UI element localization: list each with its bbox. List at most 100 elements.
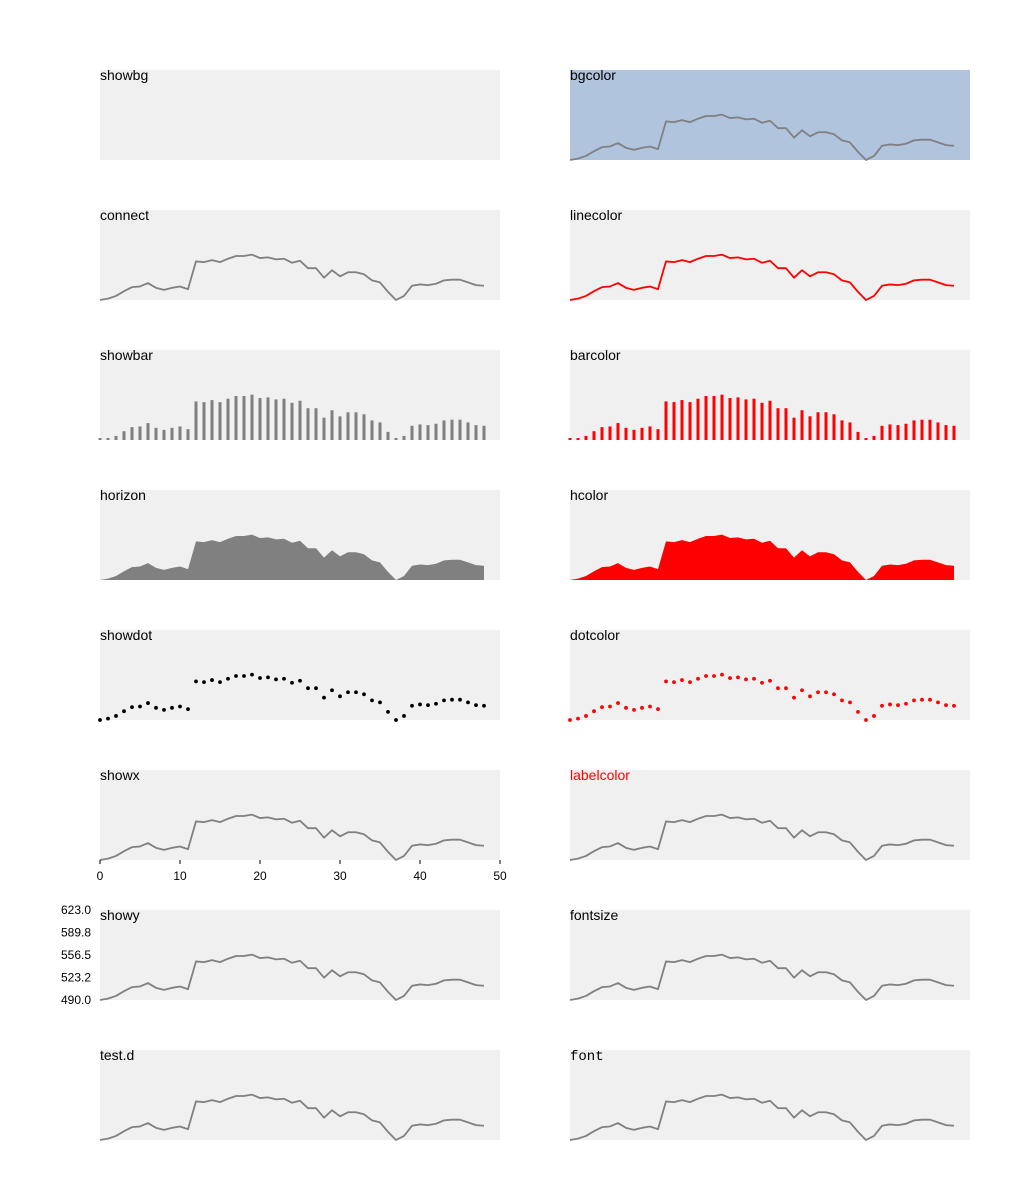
dot-mark [624,705,628,710]
dot-mark [226,676,230,681]
dot-mark [920,697,924,702]
x-tick-label: 40 [413,869,427,883]
bar-mark [584,435,588,440]
bar-mark [274,399,278,440]
panel-label: showy [100,907,140,923]
dot-mark [776,686,780,691]
dot-mark [370,698,374,703]
panel-label: showbg [100,67,148,83]
dot-mark [426,703,430,708]
bar-mark [576,438,580,440]
dot-mark [952,703,956,708]
dot-mark [322,695,326,700]
bar-mark [648,426,652,440]
bar-mark [130,427,134,440]
bar-mark [936,422,940,440]
dot-mark [290,680,294,685]
bar-mark [672,402,676,440]
bar-mark [178,426,182,440]
bar-mark [784,408,788,440]
bar-mark [346,412,350,440]
bar-mark [298,400,302,440]
dot-mark [138,704,142,709]
dot-mark [258,676,262,680]
series-line [99,953,485,1001]
series-line [99,253,485,301]
panel-showy: showy 623.0 589.8 556.5 523.2 490.0 [61,903,500,1007]
bar-mark [306,408,310,440]
bar-mark [920,419,924,440]
bar-mark [154,427,158,440]
dot-mark [832,692,836,697]
bar-mark [386,431,390,440]
dot-mark [362,692,366,697]
bar-mark [434,423,438,440]
dot-mark [784,686,788,691]
bar-mark [888,424,892,440]
dot-mark [800,688,804,693]
dot-mark [298,678,302,683]
dot-mark [688,680,692,685]
dot-mark [402,714,406,718]
dot-mark [186,707,190,712]
dot-mark [816,690,820,695]
panel-label: test.d [100,1047,134,1063]
panel-label: font [570,1049,604,1065]
dot-mark [880,703,884,708]
dot-mark [872,714,876,718]
bar-mark [194,401,198,440]
bar-mark [728,398,732,440]
dot-mark [728,676,732,680]
dot-mark [482,703,486,708]
dot-mark [250,672,254,677]
x-tick-label: 30 [333,869,347,883]
bar-mark [474,425,478,440]
bar-mark [704,396,708,440]
panel-background [100,70,500,160]
bar-mark [616,423,620,440]
dot-mark [584,714,588,718]
bar-mark [266,397,270,440]
dot-mark [146,701,150,705]
panel-background [570,630,970,720]
dot-mark [354,690,358,695]
dot-mark [122,709,126,714]
dot-mark [904,701,908,706]
dot-mark [346,690,350,695]
series-line [569,113,955,161]
dot-mark [736,675,740,680]
bar-mark [410,425,414,440]
bar-mark [450,419,454,440]
dot-mark [648,704,652,709]
series-line [99,813,485,861]
panel-showdot: showdot [98,627,500,722]
dot-mark [210,678,214,682]
panel-label: showx [100,767,140,783]
dot-mark [664,679,668,684]
bar-mark [258,398,262,440]
panel-background [100,770,500,860]
dot-mark [234,674,238,678]
bar-mark [378,422,382,440]
panel-font: font [569,1049,970,1141]
panel-connect: connect [99,207,500,301]
bar-mark [760,402,764,440]
dot-mark [792,695,796,700]
dot-mark [474,703,478,708]
dot-mark [760,680,764,685]
dot-mark [386,709,390,714]
panel-dotcolor: dotcolor [568,627,970,722]
dot-mark [840,698,844,703]
panel-label: fontsize [570,907,618,923]
bar-mark [912,420,916,440]
dot-mark [106,716,110,721]
dot-mark [936,700,940,705]
bar-mark [800,410,804,440]
dot-mark [410,703,414,708]
dot-mark [202,680,206,685]
series-line [569,1093,955,1141]
dot-mark [218,680,222,685]
bar-mark [896,425,900,440]
dot-mark [720,672,724,677]
bar-mark [330,410,334,440]
